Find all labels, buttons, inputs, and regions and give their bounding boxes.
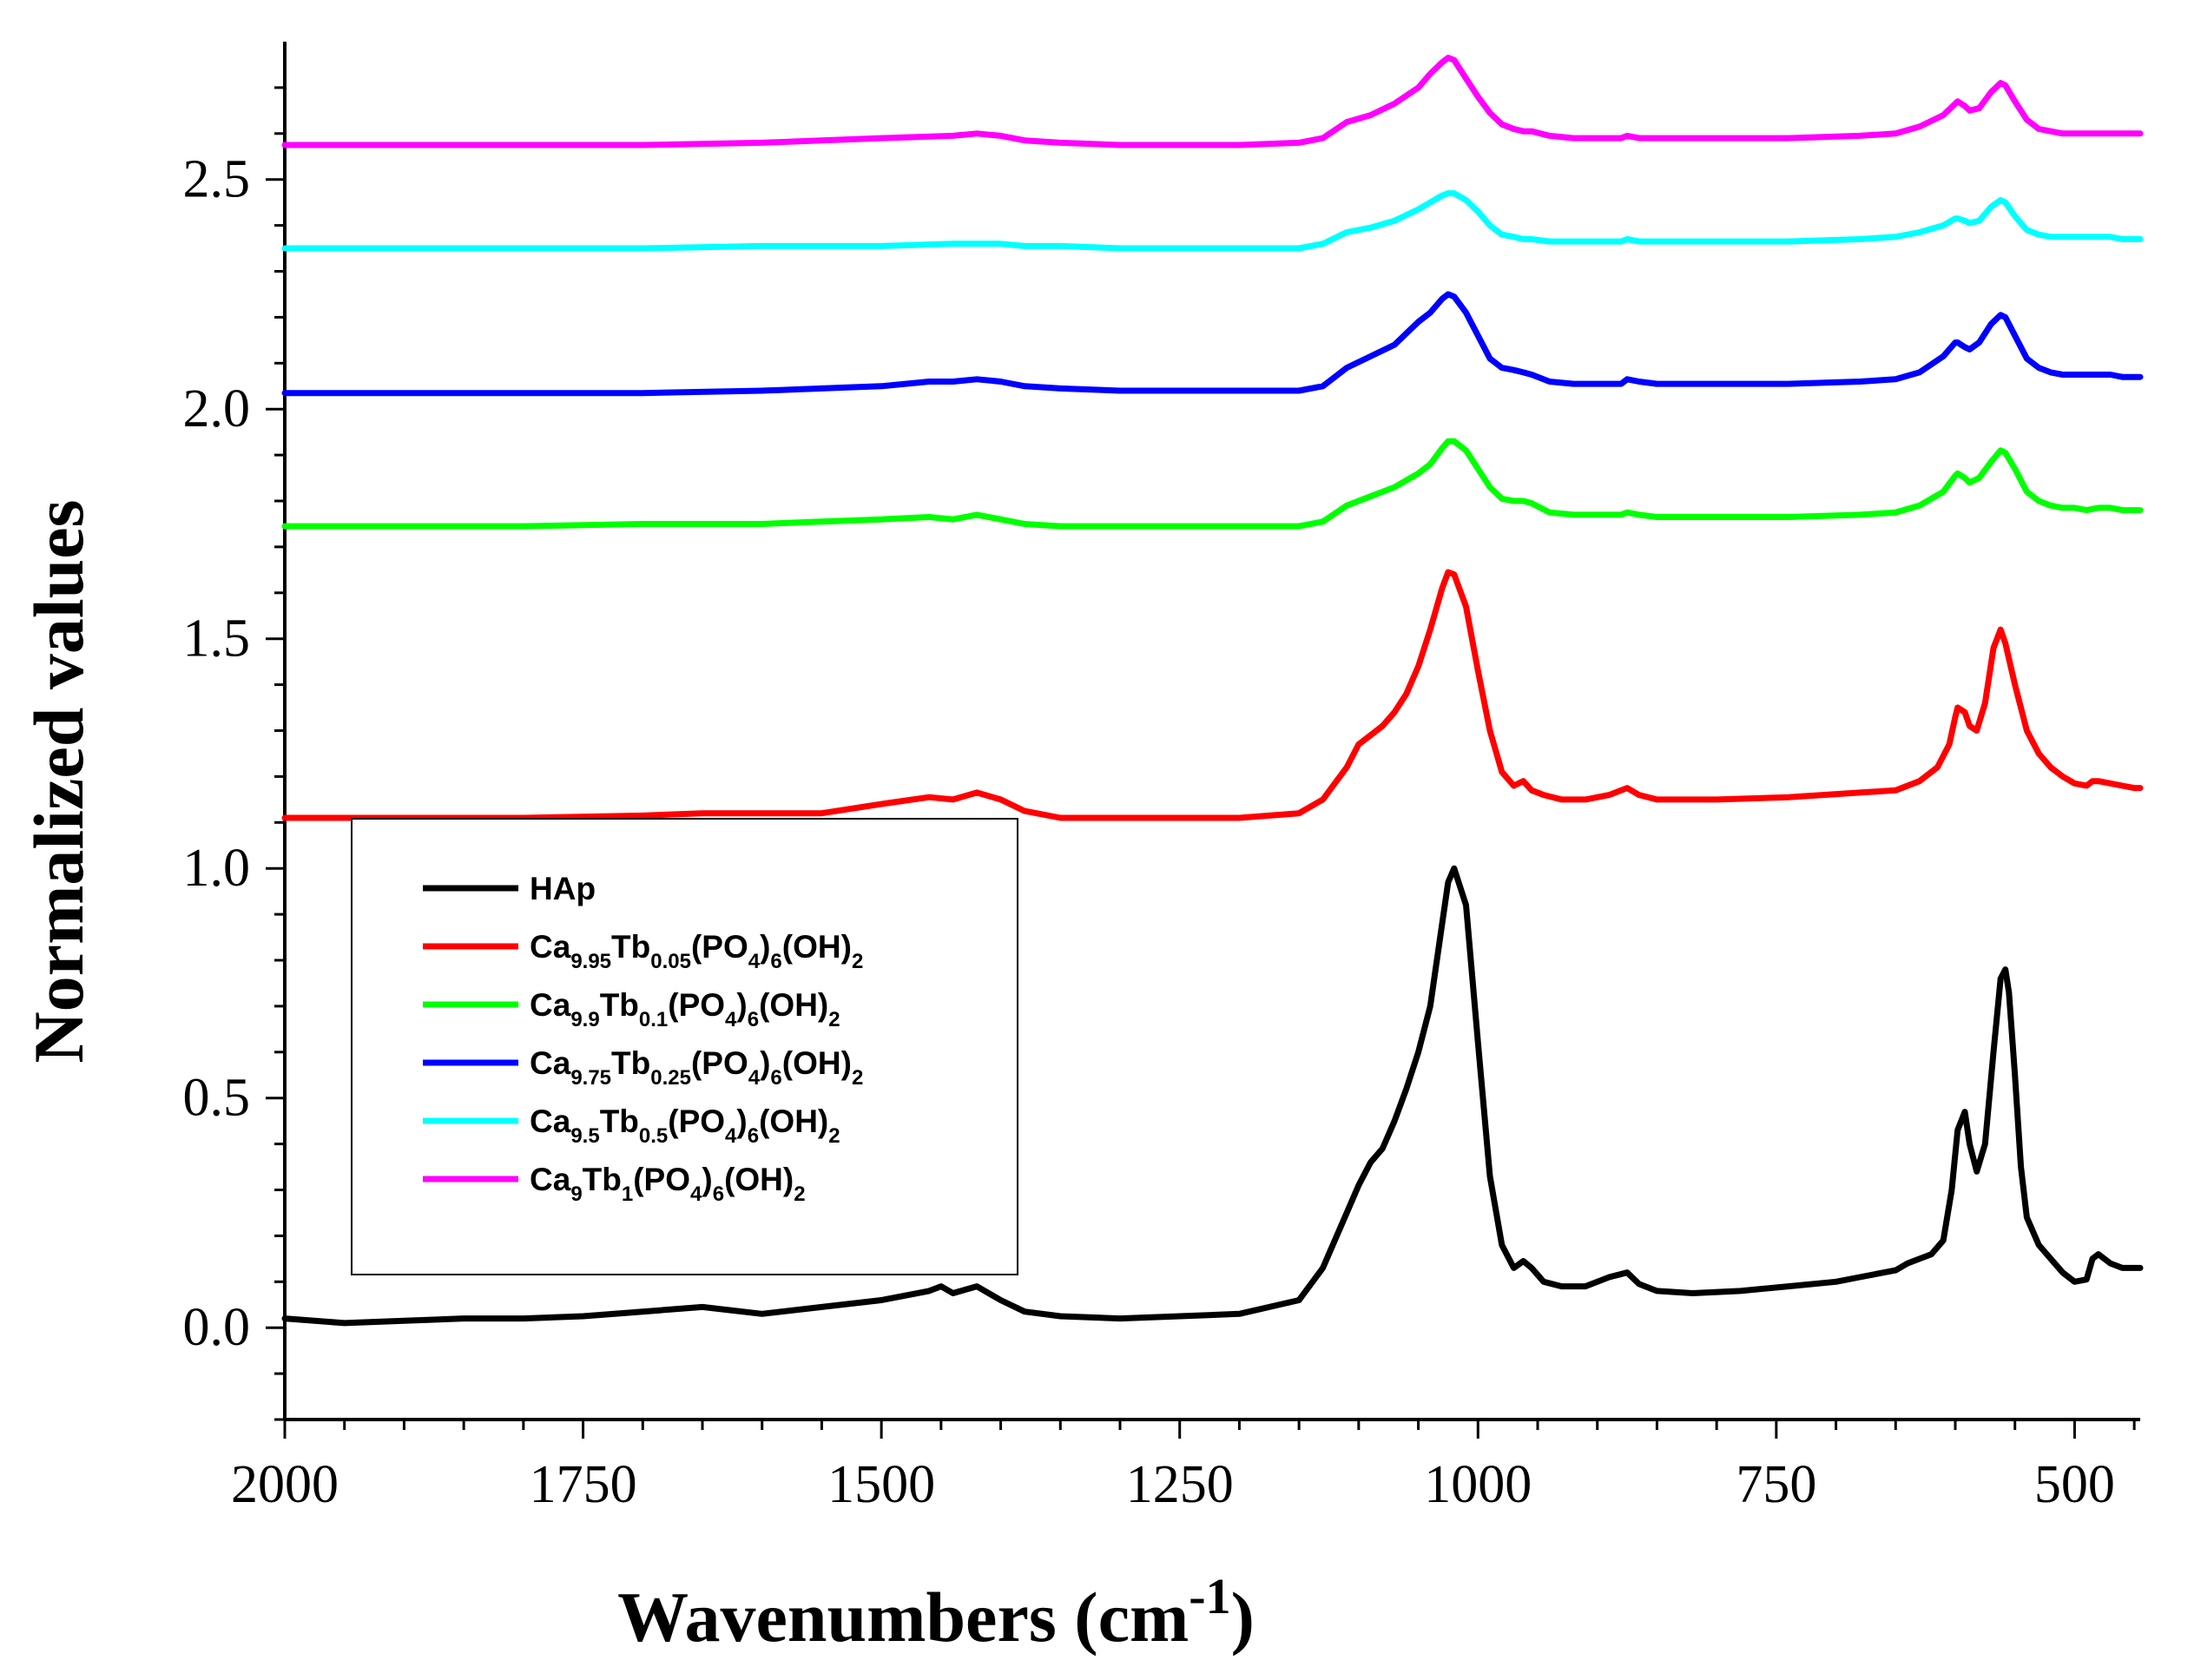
series-line-5 [281, 55, 2144, 148]
y-tick-label: 1.5 [183, 609, 251, 669]
series-line-1 [281, 569, 2144, 821]
x-axis-title-unit: (cm [1074, 1578, 1189, 1657]
x-tick-label: 2000 [231, 1455, 339, 1514]
x-tick-label: 1750 [530, 1455, 637, 1514]
legend-label-3: Ca9.75Tb0.25(PO4)6(OH)2 [530, 1045, 863, 1090]
series-line-2 [281, 438, 2144, 530]
legend-label-0: HAp [530, 871, 596, 906]
legend-label-1: Ca9.95Tb0.05(PO4)6(OH)2 [530, 929, 863, 973]
x-tick-label: 1500 [827, 1455, 935, 1514]
legend: HAp Ca9.95Tb0.05(PO4)6(OH)2 Ca9.9Tb0.1(PO4… [351, 818, 1018, 1275]
series-layer [281, 55, 2144, 1327]
x-axis-title-unit-sup: -1 [1189, 1568, 1230, 1624]
y-tick-label: 0.0 [183, 1298, 251, 1357]
x-tick-label: 500 [2034, 1455, 2115, 1514]
series-line-3 [281, 291, 2144, 397]
series-line-4 [281, 190, 2144, 252]
x-axis-title-main: Wavenumbers [617, 1578, 1057, 1657]
x-axis: 2000 1750 1500 1250 1000 750 500 [231, 1420, 2136, 1514]
y-tick-label: 1.0 [183, 839, 251, 898]
y-axis: 0.0 0.5 1.0 1.5 2.0 2.5 [183, 86, 285, 1421]
x-tick-label: 750 [1736, 1455, 1816, 1514]
x-axis-title: Wavenumbers (cm-1) [617, 1568, 1255, 1657]
x-tick-label: 1250 [1126, 1455, 1234, 1514]
y-axis-title: Normalized values [19, 499, 98, 1063]
x-axis-title-unit-close: ) [1231, 1578, 1255, 1657]
legend-items: HAp Ca9.95Tb0.05(PO4)6(OH)2 Ca9.9Tb0.1(PO4… [423, 871, 863, 1206]
series-line-0 [281, 865, 2144, 1327]
y-tick-label: 2.5 [183, 150, 251, 209]
x-tick-label: 1000 [1424, 1455, 1532, 1514]
legend-label-5: Ca9Tb1(PO4)6(OH)2 [530, 1162, 806, 1206]
y-tick-label: 2.0 [183, 379, 251, 438]
legend-label-2: Ca9.9Tb0.1(PO4)6(OH)2 [530, 987, 840, 1031]
legend-box [351, 818, 1018, 1275]
legend-label-4: Ca9.5Tb0.5(PO4)6(OH)2 [530, 1104, 840, 1148]
y-tick-label: 0.5 [183, 1069, 251, 1128]
